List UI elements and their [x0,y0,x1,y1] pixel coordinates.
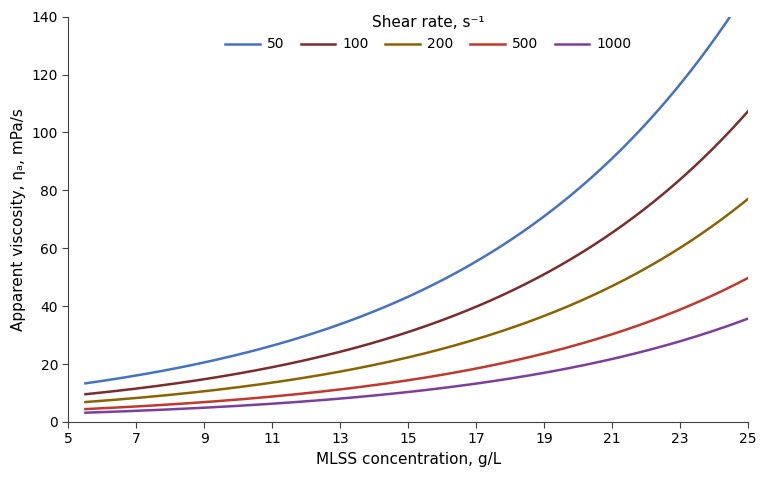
Y-axis label: Apparent viscosity, ηₐ, mPa/s: Apparent viscosity, ηₐ, mPa/s [11,108,26,331]
X-axis label: MLSS concentration, g/L: MLSS concentration, g/L [316,452,501,467]
Legend: 50, 100, 200, 500, 1000: 50, 100, 200, 500, 1000 [225,15,631,52]
